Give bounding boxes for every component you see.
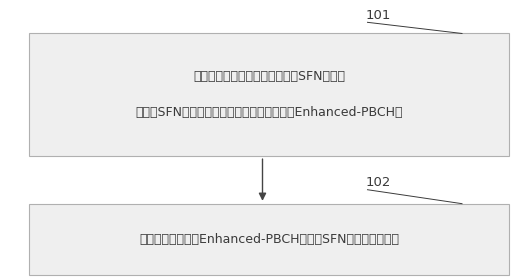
Text: 101: 101 [365, 9, 391, 22]
Text: 当基站向终端调度系统帧序号（SFN）时，: 当基站向终端调度系统帧序号（SFN）时， [193, 70, 345, 83]
Text: 102: 102 [365, 176, 391, 189]
Bar [29, 204, 509, 275]
Text: 所述基站通过所述Enhanced-PBCH将所述SFN信息发送给终端: 所述基站通过所述Enhanced-PBCH将所述SFN信息发送给终端 [139, 233, 399, 246]
Bar [29, 33, 509, 156]
Text: 将所述SFN信息承载到增强的物理广播信道（Enhanced-PBCH）: 将所述SFN信息承载到增强的物理广播信道（Enhanced-PBCH） [135, 107, 403, 119]
